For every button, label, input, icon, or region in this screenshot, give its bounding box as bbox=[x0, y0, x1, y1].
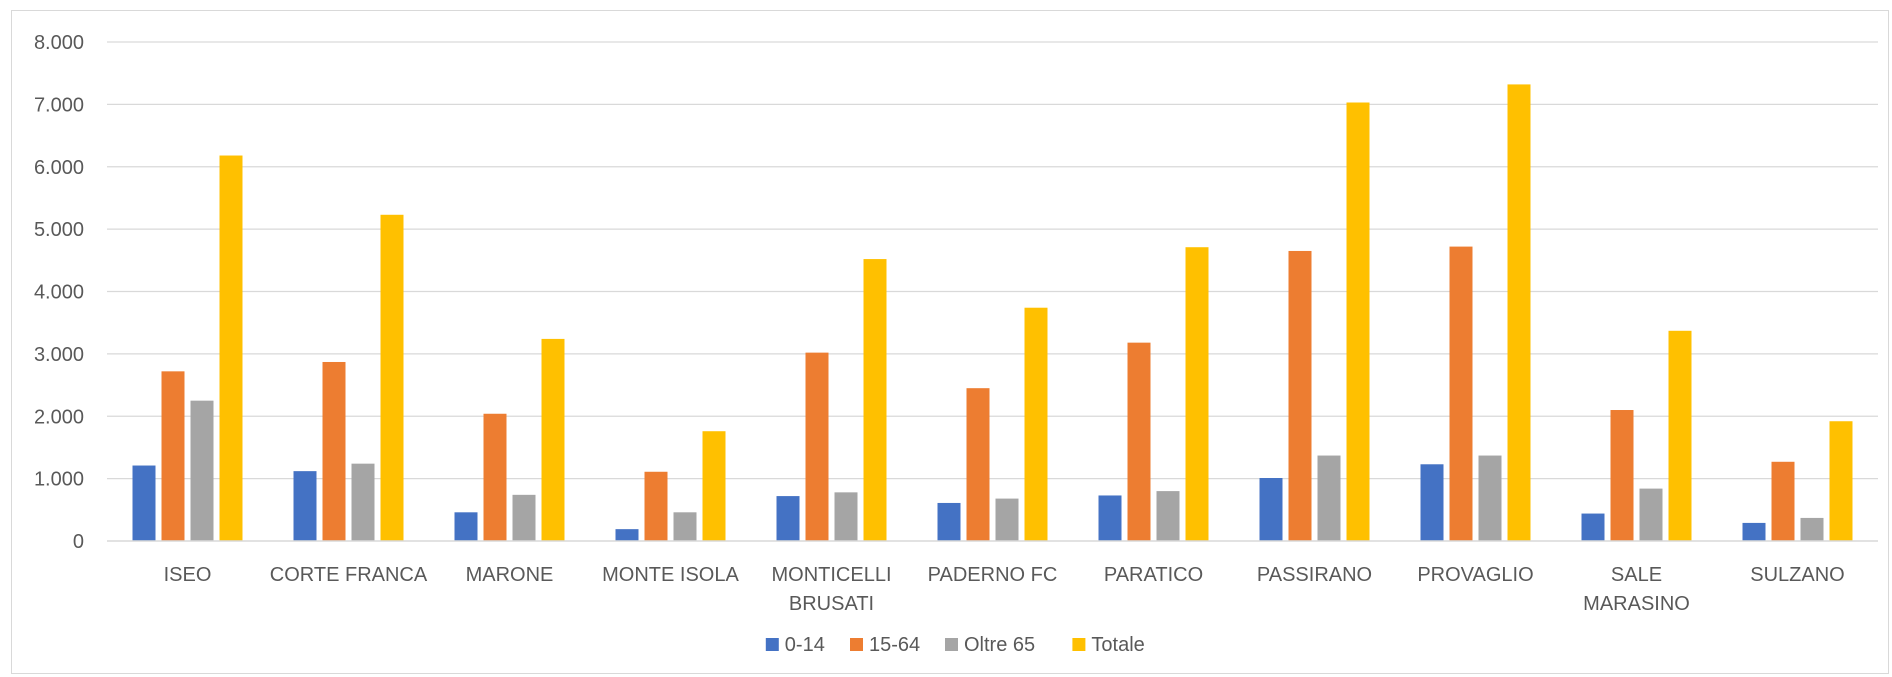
y-tick-label: 0 bbox=[73, 531, 84, 553]
bar-15-64 bbox=[1289, 251, 1312, 541]
bar-15-64 bbox=[323, 362, 346, 541]
bar-0-14 bbox=[938, 503, 961, 541]
y-tick-label: 2.000 bbox=[34, 406, 84, 428]
bar-totale bbox=[864, 259, 887, 541]
bar-totale bbox=[1347, 103, 1370, 541]
bar-15-64 bbox=[1611, 410, 1634, 541]
bar-0-14 bbox=[777, 496, 800, 541]
x-category-label: CORTE FRANCA bbox=[270, 564, 428, 586]
y-tick-label: 3.000 bbox=[34, 344, 84, 366]
bar-0-14 bbox=[616, 529, 639, 541]
y-axis-tick-labels: 0 1.000 2.000 3.000 4.000 5.000 6.000 7.000 8.00… bbox=[34, 32, 84, 553]
y-tick-label: 4.000 bbox=[34, 282, 84, 304]
bar-15-64 bbox=[484, 414, 507, 541]
x-category-label: MARONE bbox=[466, 564, 554, 586]
legend-label: 15-64 bbox=[869, 634, 920, 656]
bar-0-14 bbox=[294, 471, 317, 541]
bar-0-14 bbox=[1582, 514, 1605, 541]
bar-oltre-65 bbox=[835, 492, 858, 541]
bar-0-14 bbox=[133, 466, 156, 541]
bar-chart: 0 1.000 2.000 3.000 4.000 5.000 6.000 7.000 8.00… bbox=[12, 11, 1890, 675]
legend-swatch bbox=[1072, 638, 1085, 651]
x-category-label: PROVAGLIO bbox=[1417, 564, 1533, 586]
bar-15-64 bbox=[1772, 462, 1795, 541]
legend-label: 0-14 bbox=[785, 634, 825, 656]
bar-totale bbox=[1025, 308, 1048, 541]
x-axis-category-labels: ISEO CORTE FRANCA MARONE MONTE ISOLA MONTICE… bbox=[164, 564, 1845, 615]
legend-swatch bbox=[945, 638, 958, 651]
x-category-label: MARASINO bbox=[1583, 593, 1690, 615]
bar-oltre-65 bbox=[1318, 456, 1341, 541]
bar-totale bbox=[220, 156, 243, 541]
x-category-label: SULZANO bbox=[1750, 564, 1844, 586]
x-category-label: ISEO bbox=[164, 564, 212, 586]
y-tick-label: 8.000 bbox=[34, 32, 84, 54]
x-category-label: MONTE ISOLA bbox=[602, 564, 739, 586]
y-tick-label: 5.000 bbox=[34, 219, 84, 241]
bar-0-14 bbox=[1099, 495, 1122, 541]
bar-15-64 bbox=[645, 472, 668, 541]
bars bbox=[133, 84, 1853, 541]
x-category-label: PADERNO FC bbox=[928, 564, 1058, 586]
bar-oltre-65 bbox=[352, 464, 375, 541]
bar-0-14 bbox=[1421, 464, 1444, 541]
legend-swatch bbox=[850, 638, 863, 651]
y-tick-label: 7.000 bbox=[34, 94, 84, 116]
bar-oltre-65 bbox=[1801, 518, 1824, 541]
bar-15-64 bbox=[967, 388, 990, 541]
x-category-label: MONTICELLI bbox=[771, 564, 891, 586]
y-tick-label: 6.000 bbox=[34, 157, 84, 179]
legend-label: Oltre 65 bbox=[964, 634, 1035, 656]
x-category-label: BRUSATI bbox=[789, 593, 874, 615]
x-category-label: PARATICO bbox=[1104, 564, 1203, 586]
bar-totale bbox=[1669, 331, 1692, 541]
legend: 0-14 15-64 Oltre 65 Totale bbox=[766, 634, 1145, 656]
bar-oltre-65 bbox=[674, 512, 697, 541]
bar-15-64 bbox=[806, 353, 829, 541]
bar-totale bbox=[1830, 421, 1853, 541]
bar-oltre-65 bbox=[996, 499, 1019, 541]
bar-oltre-65 bbox=[191, 401, 214, 541]
bar-0-14 bbox=[1260, 478, 1283, 541]
bar-15-64 bbox=[1128, 343, 1151, 541]
bar-totale bbox=[703, 431, 726, 541]
bar-totale bbox=[542, 339, 565, 541]
bar-0-14 bbox=[455, 512, 478, 541]
bar-totale bbox=[1186, 247, 1209, 541]
bar-oltre-65 bbox=[1479, 456, 1502, 541]
bar-oltre-65 bbox=[1157, 491, 1180, 541]
y-tick-label: 1.000 bbox=[34, 469, 84, 491]
chart-frame: 0 1.000 2.000 3.000 4.000 5.000 6.000 7.000 8.00… bbox=[11, 10, 1889, 674]
bar-0-14 bbox=[1743, 523, 1766, 541]
bar-totale bbox=[1508, 84, 1531, 541]
bar-15-64 bbox=[162, 371, 185, 541]
bar-15-64 bbox=[1450, 247, 1473, 541]
bar-totale bbox=[381, 215, 404, 541]
x-category-label: PASSIRANO bbox=[1257, 564, 1372, 586]
bar-oltre-65 bbox=[513, 495, 536, 541]
bar-oltre-65 bbox=[1640, 489, 1663, 541]
legend-swatch bbox=[766, 638, 779, 651]
x-category-label: SALE bbox=[1611, 564, 1662, 586]
legend-label: Totale bbox=[1091, 634, 1144, 656]
